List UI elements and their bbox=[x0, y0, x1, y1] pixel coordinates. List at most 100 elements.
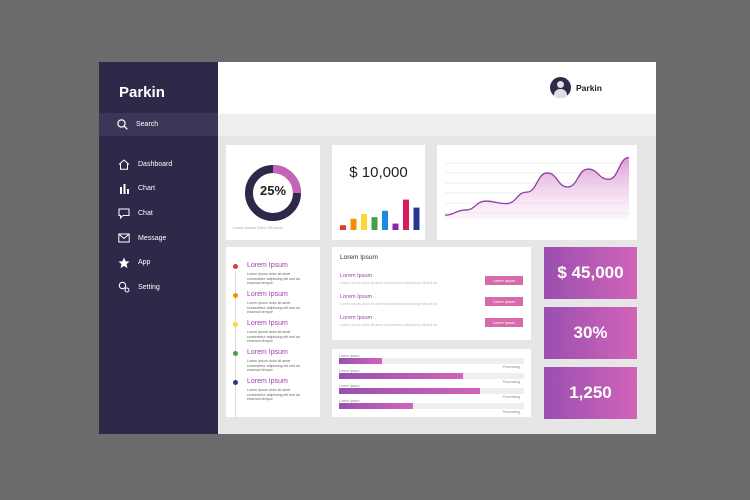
app-window: Parkin Search Dashboard Chart Chat bbox=[99, 62, 656, 434]
progress-row: Lorem Ipsum Processing bbox=[339, 354, 524, 369]
search-bar[interactable]: Search bbox=[99, 113, 218, 136]
stat-tile-percent: 30% bbox=[544, 307, 637, 359]
trend-line bbox=[444, 156, 630, 216]
timeline-text: Lorem ipsum dolor sit amet consectetur a… bbox=[247, 359, 300, 373]
chat-icon bbox=[118, 208, 130, 219]
revenue-card: $ 10,000 bbox=[332, 145, 425, 240]
brand-logo: Parkin bbox=[119, 84, 165, 101]
trend-area bbox=[445, 157, 629, 219]
donut-caption: Lorem ipsum Dolor Sit Amet bbox=[233, 225, 283, 230]
mini-bar bbox=[403, 199, 409, 230]
list-item: Lorem Ipsum Lorem ipsum dolor sit amet c… bbox=[340, 315, 523, 331]
sidebar-item-label: Chat bbox=[138, 209, 153, 217]
revenue-value: $ 10,000 bbox=[349, 164, 408, 181]
mini-bar bbox=[361, 214, 367, 230]
progress-fill bbox=[339, 388, 480, 394]
progress-track bbox=[339, 358, 524, 364]
list-item-button[interactable]: Lorem Ipsum bbox=[485, 318, 523, 327]
timeline-title: Lorem Ipsum bbox=[247, 262, 288, 269]
progress-row: Lorem Ipsum Processing bbox=[339, 399, 524, 414]
progress-label: Lorem Ipsum bbox=[339, 354, 360, 358]
list-item-title: Lorem Ipsum bbox=[340, 294, 373, 300]
list-item-button[interactable]: Lorem Ipsum bbox=[485, 297, 523, 306]
mini-bar bbox=[350, 218, 357, 230]
progress-row: Lorem Ipsum Processing bbox=[339, 369, 524, 384]
sidebar-nav: Dashboard Chart Chat Message App Setting bbox=[99, 152, 218, 300]
timeline-title: Lorem Ipsum bbox=[247, 349, 288, 356]
list-item-text: Lorem ipsum dolor sit amet consectetur a… bbox=[340, 323, 438, 327]
progress-track bbox=[339, 373, 524, 379]
donut-chart bbox=[245, 165, 301, 221]
progress-status: Processing bbox=[502, 380, 520, 384]
progress-status: Processing bbox=[502, 365, 520, 369]
user-name: Parkin bbox=[576, 82, 602, 93]
progress-track bbox=[339, 403, 524, 409]
sidebar-item-label: Dashboard bbox=[138, 160, 173, 168]
progress-card: Lorem Ipsum Processing Lorem Ipsum Proce… bbox=[332, 349, 531, 417]
timeline-dot bbox=[233, 293, 238, 298]
progress-status: Processing bbox=[502, 410, 520, 414]
search-icon bbox=[117, 119, 128, 130]
sidebar-item-chat[interactable]: Chat bbox=[99, 201, 218, 226]
progress-fill bbox=[339, 358, 382, 364]
progress-label: Lorem Ipsum bbox=[339, 384, 360, 388]
donut-percentage: 25% bbox=[259, 183, 287, 198]
sidebar-item-label: Setting bbox=[138, 283, 160, 291]
trend-chart-card bbox=[437, 145, 637, 240]
sidebar-item-label: Chart bbox=[138, 185, 156, 193]
list-item-title: Lorem Ipsum bbox=[340, 315, 373, 321]
progress-label: Lorem Ipsum bbox=[339, 399, 360, 403]
sidebar-item-setting[interactable]: Setting bbox=[99, 275, 218, 300]
mini-bar-chart bbox=[340, 199, 420, 230]
list-item-title: Lorem Ipsum bbox=[340, 273, 373, 279]
stat-tile-revenue: $ 45,000 bbox=[544, 247, 637, 299]
sidebar-item-app[interactable]: App bbox=[99, 250, 218, 275]
mini-bar bbox=[371, 217, 378, 230]
sidebar-item-dashboard[interactable]: Dashboard bbox=[99, 152, 218, 177]
list-item: Lorem Ipsum Lorem ipsum dolor sit amet c… bbox=[340, 273, 523, 289]
progress-label: Lorem Ipsum bbox=[339, 369, 360, 373]
list-item: Lorem Ipsum Lorem ipsum dolor sit amet c… bbox=[340, 294, 523, 310]
progress-status: Processing bbox=[502, 395, 520, 399]
mini-bar bbox=[413, 207, 420, 230]
stat-tile-count: 1,250 bbox=[544, 367, 637, 419]
sidebar-item-chart[interactable]: Chart bbox=[99, 177, 218, 202]
avatar bbox=[550, 77, 571, 98]
donut-card: 25% Lorem ipsum Dolor Sit Amet bbox=[226, 145, 320, 240]
list-item-button[interactable]: Lorem Ipsum bbox=[485, 276, 523, 285]
list-item-text: Lorem ipsum dolor sit amet consectetur a… bbox=[340, 302, 438, 306]
sidebar-item-label: App bbox=[138, 259, 151, 267]
sidebar-item-label: Message bbox=[138, 234, 167, 242]
list-item-text: Lorem ipsum dolor sit amet consectetur a… bbox=[340, 281, 438, 285]
list-heading: Lorem Ipsum bbox=[340, 254, 378, 261]
trend-chart bbox=[444, 156, 630, 219]
gear-icon bbox=[118, 282, 130, 293]
user-menu[interactable]: Parkin bbox=[550, 77, 602, 98]
timeline-title: Lorem Ipsum bbox=[247, 378, 288, 385]
task-list-card: Lorem Ipsum Lorem Ipsum Lorem ipsum dolo… bbox=[332, 247, 531, 340]
mini-bar bbox=[392, 223, 399, 230]
timeline-dot bbox=[233, 322, 238, 327]
mini-bar bbox=[340, 225, 346, 230]
timeline-card: Lorem Ipsum Lorem ipsum dolor sit amet c… bbox=[226, 247, 320, 417]
timeline-dot bbox=[233, 351, 238, 356]
star-icon bbox=[118, 257, 130, 268]
progress-track bbox=[339, 388, 524, 394]
progress-fill bbox=[339, 403, 413, 409]
toolbar-strip bbox=[218, 114, 656, 136]
progress-row: Lorem Ipsum Processing bbox=[339, 384, 524, 399]
mail-icon bbox=[118, 233, 130, 243]
bar-chart-icon bbox=[119, 184, 129, 195]
top-bar: Parkin bbox=[218, 62, 656, 114]
timeline-dot bbox=[233, 380, 238, 385]
mini-bar bbox=[382, 210, 388, 230]
home-icon bbox=[118, 159, 130, 170]
progress-fill bbox=[339, 373, 463, 379]
timeline-dot bbox=[233, 264, 238, 269]
sidebar-item-message[interactable]: Message bbox=[99, 226, 218, 251]
timeline-text: Lorem ipsum dolor sit amet consectetur a… bbox=[247, 301, 300, 315]
timeline-title: Lorem Ipsum bbox=[247, 291, 288, 298]
search-label: Search bbox=[136, 121, 159, 128]
timeline-text: Lorem ipsum dolor sit amet consectetur a… bbox=[247, 330, 300, 344]
timeline-line bbox=[235, 271, 236, 417]
